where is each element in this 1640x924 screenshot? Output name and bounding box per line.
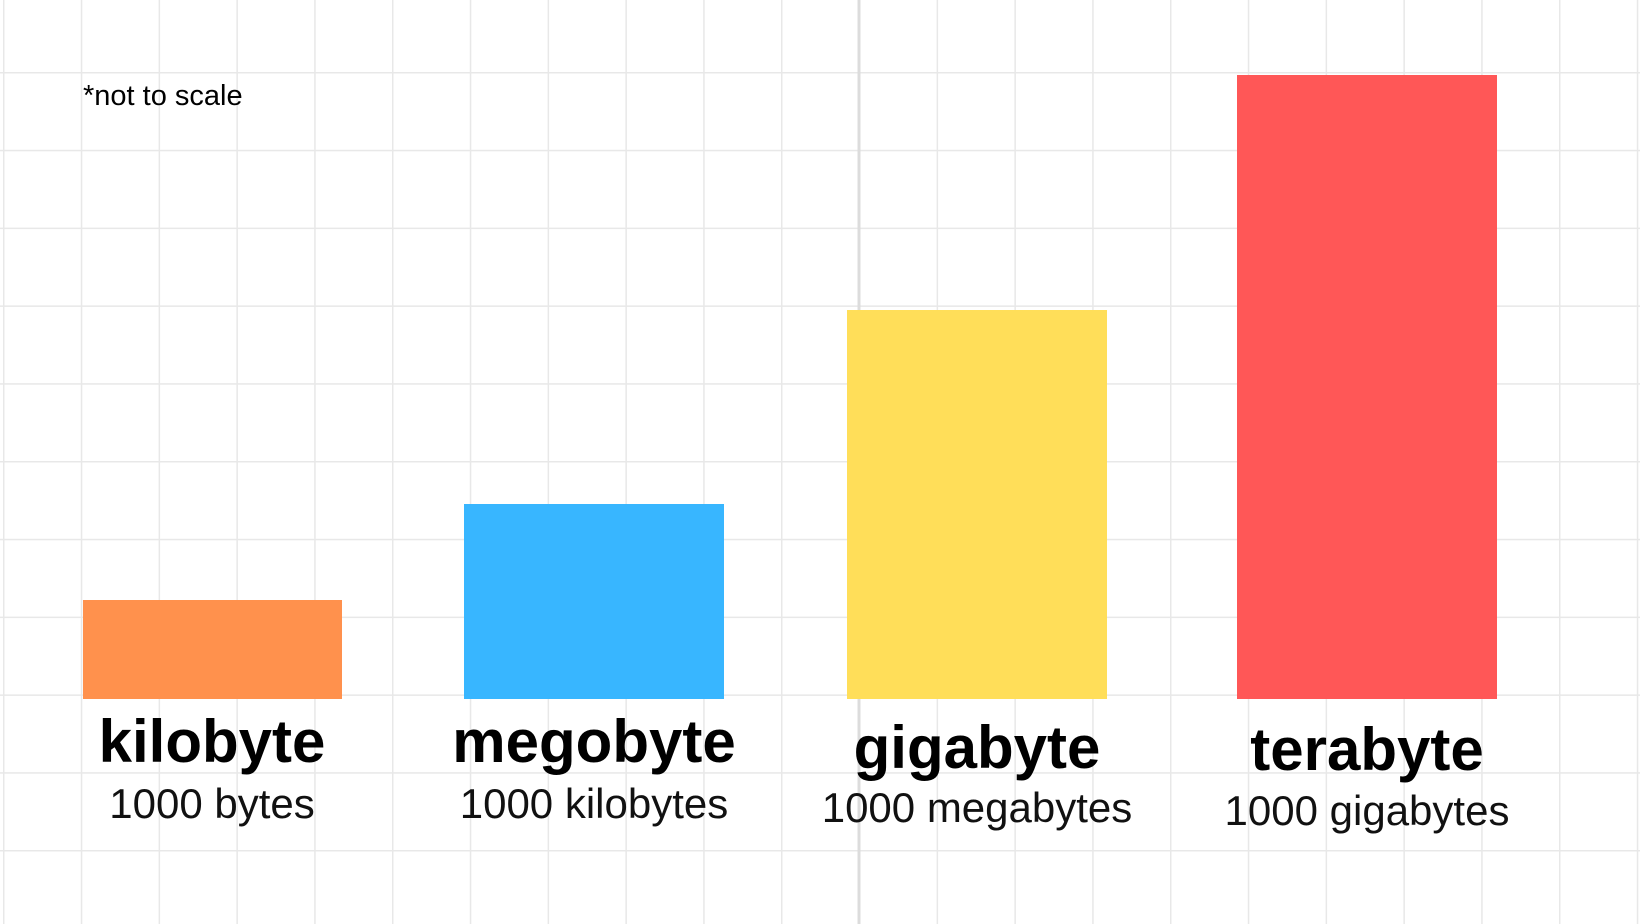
bar bbox=[1237, 75, 1497, 699]
bar bbox=[464, 504, 724, 699]
item-name: kilobyte bbox=[99, 708, 326, 775]
item-description: 1000 bytes bbox=[109, 780, 315, 827]
item-description: 1000 gigabytes bbox=[1225, 787, 1510, 834]
item-description: 1000 kilobytes bbox=[460, 780, 729, 827]
bar bbox=[847, 310, 1107, 699]
item-name: gigabyte bbox=[854, 714, 1101, 781]
note: *not to scale bbox=[83, 80, 243, 112]
bar bbox=[83, 600, 342, 699]
item-description: 1000 megabytes bbox=[822, 784, 1133, 831]
item-name: terabyte bbox=[1250, 716, 1483, 783]
item-name: megobyte bbox=[452, 708, 735, 775]
